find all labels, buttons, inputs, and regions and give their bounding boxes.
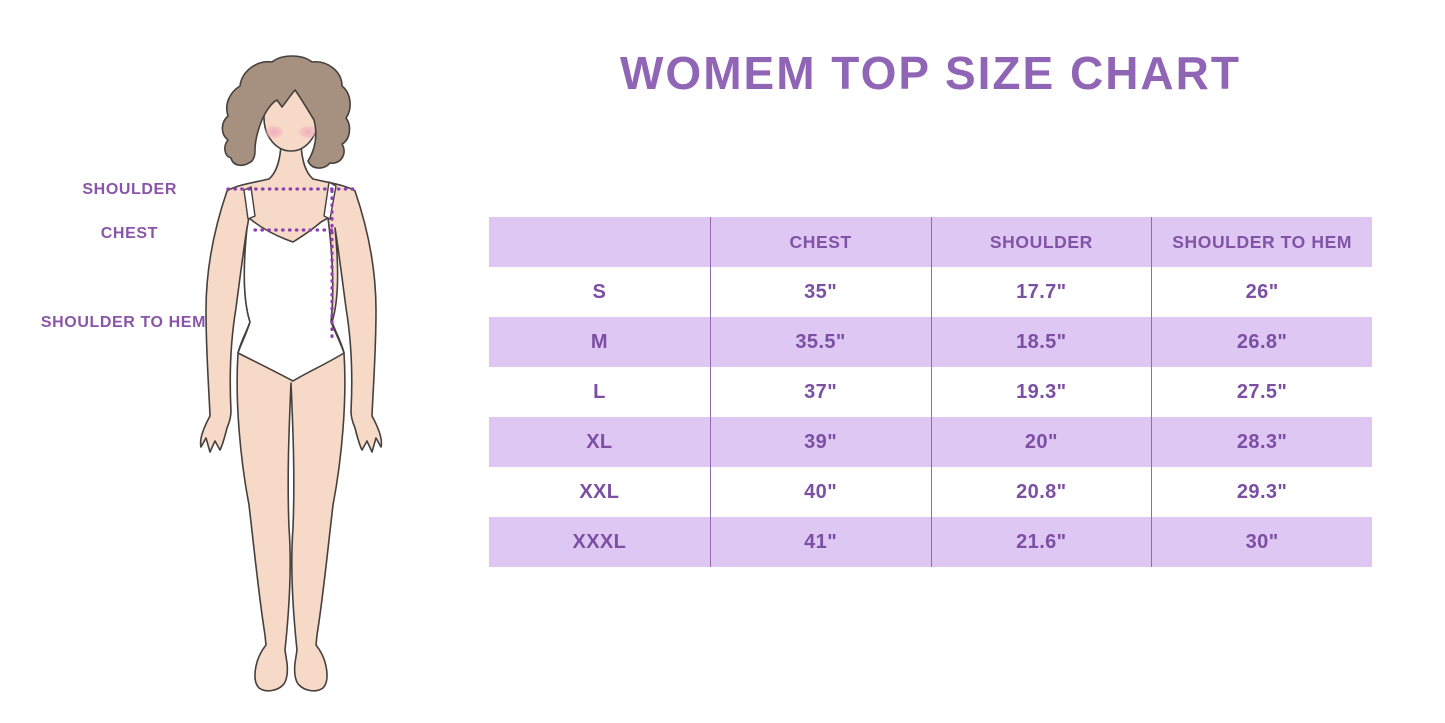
shoulder-value-cell: 19.3" bbox=[930, 367, 1152, 417]
shoulder-value-cell: 17.7" bbox=[930, 267, 1152, 317]
chest-value-cell: 35.5" bbox=[709, 317, 931, 367]
table-header-row: CHEST SHOULDER SHOULDER TO HEM bbox=[489, 217, 1372, 267]
blush-right bbox=[298, 125, 318, 139]
shoulder-to-hem-value-cell: 29.3" bbox=[1151, 467, 1372, 517]
chest-value-cell: 41" bbox=[709, 517, 931, 567]
shoulder-value-cell: 18.5" bbox=[930, 317, 1152, 367]
size-table: CHEST SHOULDER SHOULDER TO HEM S 35" 17.… bbox=[489, 217, 1372, 567]
shoulder-value-cell: 20" bbox=[930, 417, 1152, 467]
shoulder-value-cell: 21.6" bbox=[930, 517, 1152, 567]
header-cell-chest: CHEST bbox=[709, 217, 931, 267]
chest-value-cell: 35" bbox=[709, 267, 931, 317]
woman-figure-svg: SHOULDER CHEST SHOULDER TO HEM bbox=[41, 55, 383, 692]
header-cell-shoulder-to-hem: SHOULDER TO HEM bbox=[1151, 217, 1372, 267]
table-row-xxl: XXL 40" 20.8" 29.3" bbox=[489, 467, 1372, 517]
table-row-m: M 35.5" 18.5" 26.8" bbox=[489, 317, 1372, 367]
shoulder-value-cell: 20.8" bbox=[930, 467, 1152, 517]
size-cell: XXXL bbox=[572, 530, 627, 553]
shoulder-to-hem-value-cell: 26" bbox=[1151, 267, 1372, 317]
size-cell: XXL bbox=[579, 480, 620, 503]
table-row-s: S 35" 17.7" 26" bbox=[489, 267, 1372, 317]
size-cell: L bbox=[593, 380, 606, 403]
shoulder-to-hem-value-cell: 27.5" bbox=[1151, 367, 1372, 417]
leotard bbox=[237, 217, 345, 382]
chest-value-cell: 40" bbox=[709, 467, 931, 517]
woman-figure-illustration: SHOULDER CHEST SHOULDER TO HEM bbox=[0, 0, 430, 723]
hair bbox=[221, 55, 351, 169]
shoulder-to-hem-label: SHOULDER TO HEM bbox=[41, 314, 206, 331]
size-cell: S bbox=[592, 280, 607, 303]
table-row-xxxl: XXXL 41" 21.6" 30" bbox=[489, 517, 1372, 567]
shoulder-label: SHOULDER bbox=[82, 181, 177, 198]
chest-value-cell: 39" bbox=[709, 417, 931, 467]
shoulder-to-hem-value-cell: 28.3" bbox=[1151, 417, 1372, 467]
blush-left bbox=[264, 125, 284, 139]
size-cell: XL bbox=[586, 430, 613, 453]
size-cell: M bbox=[590, 330, 608, 353]
page-title: WOMEM TOP SIZE CHART bbox=[620, 47, 1241, 99]
chest-label: CHEST bbox=[101, 225, 158, 242]
shoulder-to-hem-value-cell: 26.8" bbox=[1151, 317, 1372, 367]
header-cell-size bbox=[489, 217, 710, 267]
table-row-xl: XL 39" 20" 28.3" bbox=[489, 417, 1372, 467]
chest-value-cell: 37" bbox=[709, 367, 931, 417]
header-cell-shoulder: SHOULDER bbox=[930, 217, 1152, 267]
shoulder-to-hem-value-cell: 30" bbox=[1151, 517, 1372, 567]
table-row-l: L 37" 19.3" 27.5" bbox=[489, 367, 1372, 417]
body-silhouette bbox=[199, 144, 383, 692]
